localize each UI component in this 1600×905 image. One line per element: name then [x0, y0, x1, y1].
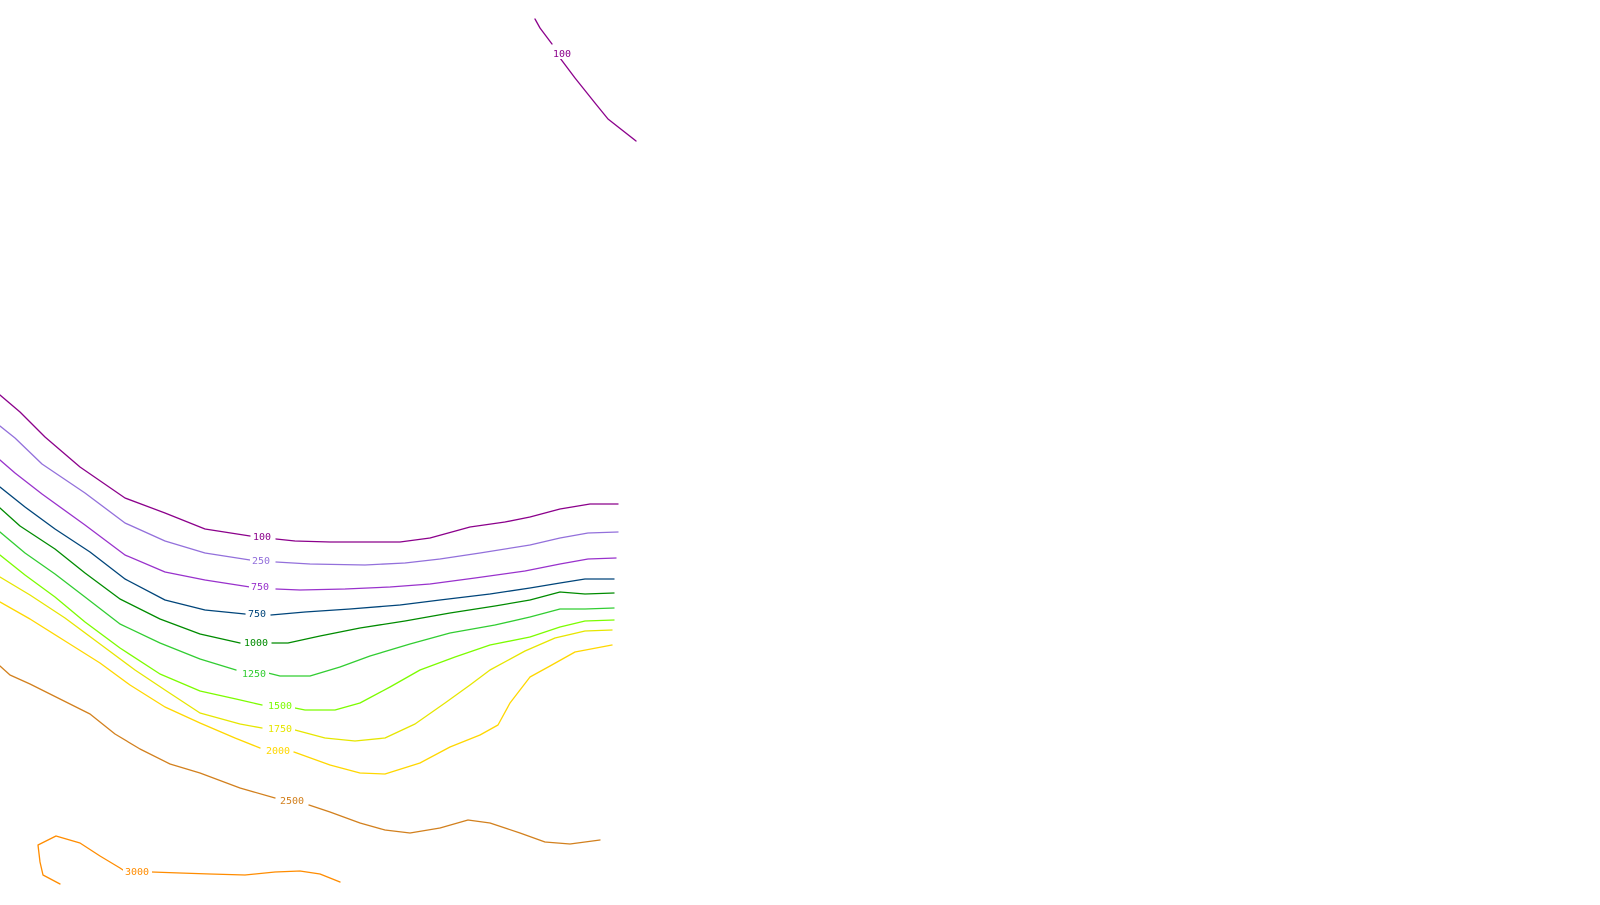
contour-label-1500: 1500 [268, 701, 292, 712]
contour-3000: 3000 [37, 835, 341, 885]
contour-line-750 [0, 486, 615, 616]
contour-line-250 [0, 425, 619, 566]
contour-label-3000: 3000 [125, 867, 149, 878]
contour-2000: 2000 [0, 601, 613, 775]
contour-line-500 [0, 459, 617, 591]
contour-label-100-top: 100 [553, 49, 571, 60]
contour-2500: 2500 [0, 665, 601, 845]
contour-label-750: 750 [248, 609, 266, 620]
contour-250: 250 [0, 425, 619, 567]
contour-label-2000: 2000 [266, 746, 290, 757]
contour-1000: 1000 [0, 507, 615, 649]
contour-label-100: 100 [253, 532, 271, 543]
contour-label-1250: 1250 [242, 669, 266, 680]
contour-1750: 1750 [0, 576, 613, 742]
contour-label-1000: 1000 [244, 638, 268, 649]
contour-line-3000 [37, 835, 341, 885]
contour-label-500: 750 [251, 582, 269, 593]
contour-label-2500: 2500 [280, 796, 304, 807]
contour-line-100 [0, 394, 619, 543]
contour-label-1750: 1750 [268, 724, 292, 735]
contour-100: 100 [0, 394, 619, 543]
contour-line-2000 [0, 601, 613, 775]
contour-100-top: 100 [534, 18, 637, 142]
contour-line-1750 [0, 576, 613, 742]
contour-500: 750 [0, 459, 617, 593]
contour-1250: 1250 [0, 531, 615, 680]
contour-line-1250 [0, 531, 615, 677]
contour-1500: 1500 [0, 554, 615, 712]
contour-750: 750 [0, 486, 615, 620]
contour-line-100-top [534, 18, 637, 142]
contour-line-1000 [0, 507, 615, 644]
contour-label-250: 250 [252, 556, 270, 567]
contour-line-2500 [0, 665, 601, 845]
contour-line-1500 [0, 554, 615, 711]
